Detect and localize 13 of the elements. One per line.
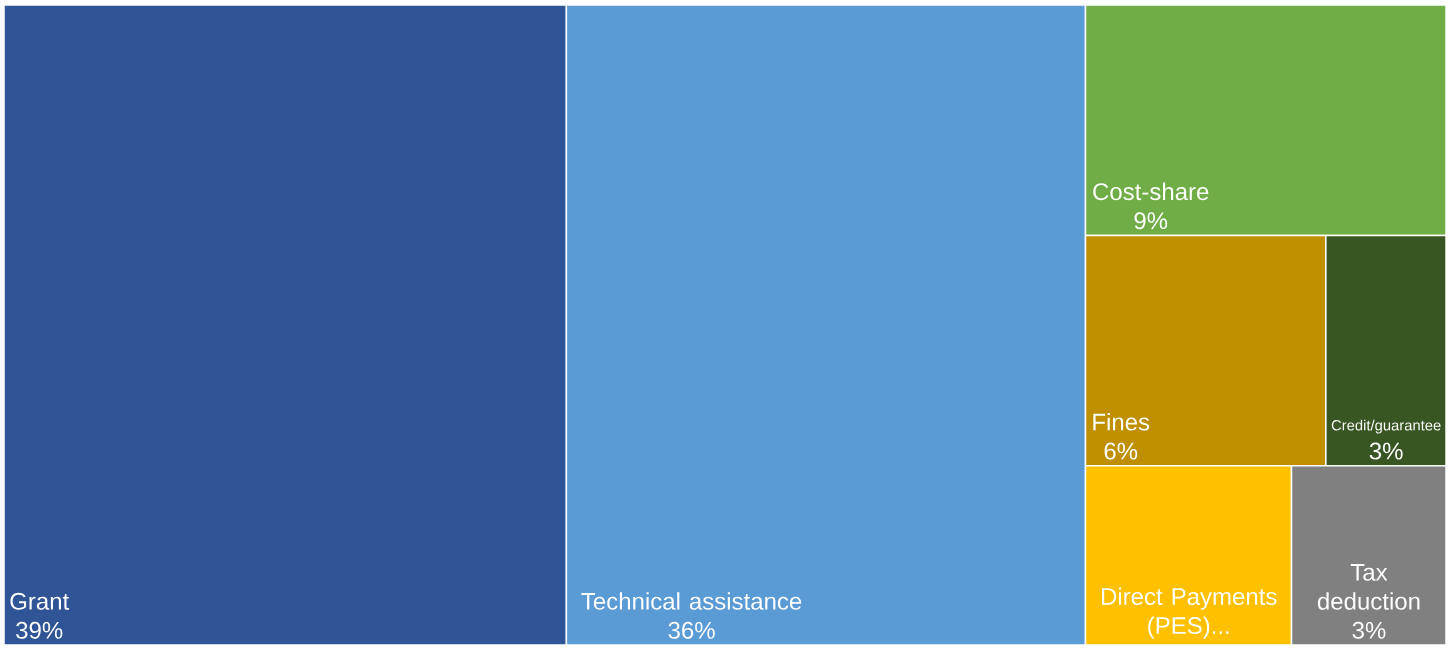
data-label: 3% — [1352, 621, 1386, 639]
category-label: Tax deduction — [1317, 564, 1420, 610]
data-label: 3% — [1369, 442, 1403, 460]
data-label: 39% — [16, 621, 63, 639]
data-label: 6% — [1104, 442, 1138, 460]
category-label: Grant — [10, 592, 70, 610]
category-label: Credit/guarantee — [1331, 419, 1441, 434]
category-label: Direct Payments (PES)... — [1102, 587, 1277, 639]
data-label: 9% — [1134, 212, 1168, 230]
category-label: Fines — [1093, 412, 1150, 431]
category-label: Technical assistance — [581, 592, 802, 610]
data-label: 36% — [668, 621, 715, 639]
category-label: Cost-share — [1093, 182, 1209, 201]
